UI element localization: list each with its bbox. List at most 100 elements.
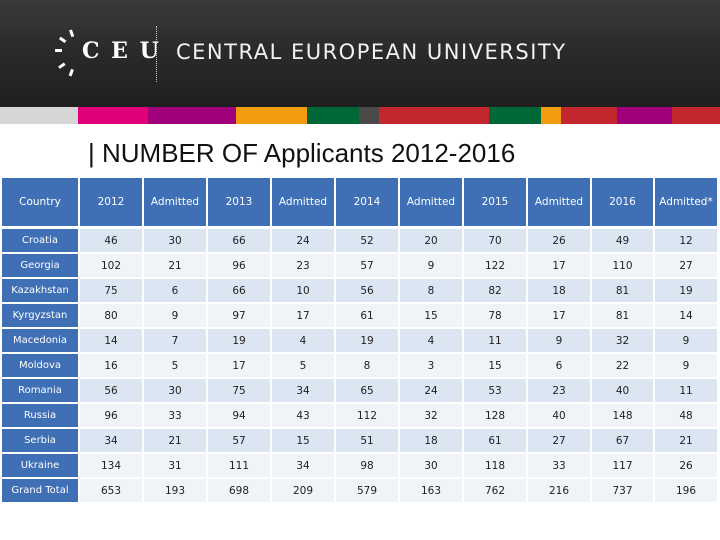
- table-cell: 56: [336, 279, 400, 304]
- table-cell: 209: [272, 479, 336, 504]
- table-cell: 15: [464, 354, 528, 379]
- table-cell: 102: [80, 254, 144, 279]
- table-cell: 4: [400, 329, 464, 354]
- table-cell: 81: [592, 304, 655, 329]
- row-country-label: Serbia: [2, 429, 80, 454]
- stripe-segment: [489, 107, 541, 124]
- table-cell: 6: [144, 279, 208, 304]
- table-cell: 33: [144, 404, 208, 429]
- ceu-logo-icon: [55, 29, 75, 77]
- table-cell: 34: [272, 379, 336, 404]
- row-country-label: Moldova: [2, 354, 80, 379]
- table-cell: 21: [144, 254, 208, 279]
- applicants-table: Country 2012 Admitted 2013 Admitted 2014 Admit…: [2, 178, 719, 504]
- column-header: 2015: [464, 178, 528, 229]
- table-cell: 30: [144, 229, 208, 254]
- table-cell: 134: [80, 454, 144, 479]
- table-cell: 10: [272, 279, 336, 304]
- table-cell: 24: [272, 229, 336, 254]
- table-cell: 17: [272, 304, 336, 329]
- table-row: Georgia 102 21 96 23 57 9 122 17 110 27: [2, 254, 719, 279]
- table-cell: 27: [655, 254, 719, 279]
- table-cell: 5: [144, 354, 208, 379]
- table-cell: 57: [336, 254, 400, 279]
- table-cell: 67: [592, 429, 655, 454]
- row-country-label: Kazakhstan: [2, 279, 80, 304]
- table-cell: 6: [528, 354, 592, 379]
- grand-total-row: Grand Total 653 193 698 209 579 163 762 216 737 19…: [2, 479, 719, 504]
- row-country-label: Kyrgyzstan: [2, 304, 80, 329]
- table-cell: 70: [464, 229, 528, 254]
- row-country-label: Macedonia: [2, 329, 80, 354]
- table-cell: 4: [272, 329, 336, 354]
- row-country-label: Georgia: [2, 254, 80, 279]
- table-cell: 51: [336, 429, 400, 454]
- table-cell: 11: [655, 379, 719, 404]
- table-cell: 15: [272, 429, 336, 454]
- table-cell: 30: [400, 454, 464, 479]
- table-cell: 24: [400, 379, 464, 404]
- table-cell: 117: [592, 454, 655, 479]
- table-cell: 61: [464, 429, 528, 454]
- table-header-row: Country 2012 Admitted 2013 Admitted 2014 Admit…: [2, 178, 719, 229]
- table-cell: 21: [655, 429, 719, 454]
- table-row: Macedonia 14 7 19 4 19 4 11 9 32 9: [2, 329, 719, 354]
- table-cell: 80: [80, 304, 144, 329]
- table-cell: 66: [208, 279, 272, 304]
- column-header: 2016: [592, 178, 655, 229]
- table-cell: 216: [528, 479, 592, 504]
- table-cell: 82: [464, 279, 528, 304]
- table-cell: 53: [464, 379, 528, 404]
- table-cell: 65: [336, 379, 400, 404]
- table-cell: 5: [272, 354, 336, 379]
- table-cell: 19: [336, 329, 400, 354]
- table-cell: 9: [528, 329, 592, 354]
- column-header: 2014: [336, 178, 400, 229]
- stripe-segment: [307, 107, 359, 124]
- table-cell: 110: [592, 254, 655, 279]
- table-cell: 128: [464, 404, 528, 429]
- logo-divider: [156, 26, 159, 82]
- table-cell: 96: [80, 404, 144, 429]
- stripe-segment: [359, 107, 379, 124]
- table-cell: 9: [655, 329, 719, 354]
- column-header: Admitted: [272, 178, 336, 229]
- table-cell: 57: [208, 429, 272, 454]
- table-cell: 148: [592, 404, 655, 429]
- row-country-label: Croatia: [2, 229, 80, 254]
- table-cell: 9: [400, 254, 464, 279]
- column-header: Admitted*: [655, 178, 719, 229]
- table-cell: 17: [208, 354, 272, 379]
- color-stripe: [0, 107, 720, 124]
- table-cell: 34: [80, 429, 144, 454]
- table-row: Moldova 16 5 17 5 8 3 15 6 22 9: [2, 354, 719, 379]
- table-cell: 17: [528, 254, 592, 279]
- stripe-segment: [78, 107, 148, 124]
- table-row: Russia 96 33 94 43 112 32 128 40 148 48: [2, 404, 719, 429]
- column-header-country: Country: [2, 178, 80, 229]
- table-cell: 48: [655, 404, 719, 429]
- table-cell: 96: [208, 254, 272, 279]
- stripe-segment: [236, 107, 307, 124]
- stripe-segment: [541, 107, 561, 124]
- table-cell: 49: [592, 229, 655, 254]
- table-cell: 81: [592, 279, 655, 304]
- table-cell: 32: [592, 329, 655, 354]
- table-cell: 698: [208, 479, 272, 504]
- table-cell: 9: [144, 304, 208, 329]
- table-cell: 46: [80, 229, 144, 254]
- table-cell: 18: [528, 279, 592, 304]
- table-cell: 3: [400, 354, 464, 379]
- table-cell: 32: [400, 404, 464, 429]
- table-cell: 26: [528, 229, 592, 254]
- table-row: Croatia 46 30 66 24 52 20 70 26 49 12: [2, 229, 719, 254]
- table-cell: 653: [80, 479, 144, 504]
- table-row: Kazakhstan 75 6 66 10 56 8 82 18 81 19: [2, 279, 719, 304]
- table-cell: 98: [336, 454, 400, 479]
- row-country-label: Romania: [2, 379, 80, 404]
- table-row: Romania 56 30 75 34 65 24 53 23 40 11: [2, 379, 719, 404]
- table-cell: 19: [655, 279, 719, 304]
- table-cell: 20: [400, 229, 464, 254]
- table-row: Ukraine 134 31 111 34 98 30 118 33 117 26: [2, 454, 719, 479]
- row-country-label: Ukraine: [2, 454, 80, 479]
